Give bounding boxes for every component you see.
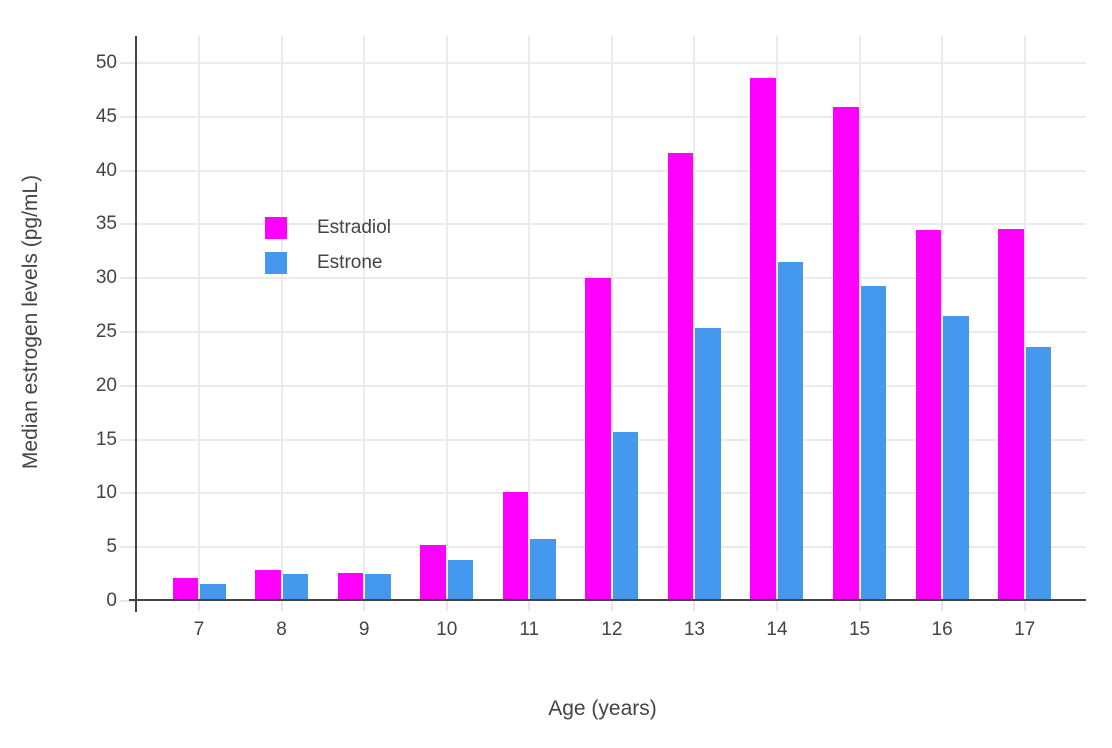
x-gridline: [1023, 36, 1026, 601]
y-tick-label: 20: [95, 374, 117, 396]
y-tick-label: 10: [95, 482, 117, 504]
x-tick: [693, 601, 696, 611]
bar-estradiol-age-16[interactable]: [915, 230, 942, 601]
x-gridline: [858, 36, 861, 601]
bar-estradiol-age-13[interactable]: [667, 153, 694, 601]
legend-label-estradiol: Estradiol: [317, 217, 391, 238]
y-tick-label: 35: [95, 213, 117, 235]
x-axis-line: [129, 599, 1086, 601]
bar-estradiol-age-7[interactable]: [172, 578, 198, 601]
x-tick: [1023, 601, 1026, 611]
x-tick: [198, 601, 200, 611]
x-tick: [941, 601, 944, 611]
x-gridline: [693, 36, 696, 601]
y-axis-title: Median estrogen levels (pg/mL): [19, 174, 42, 470]
bar-estrone-age-8[interactable]: [282, 574, 309, 601]
estrone-swatch: [265, 252, 287, 274]
bar-estrone-age-15[interactable]: [860, 286, 887, 601]
y-tick: [120, 61, 137, 64]
legend-item-estradiol[interactable]: Estradiol: [265, 217, 391, 239]
x-gridline: [363, 36, 366, 601]
x-tick: [528, 601, 531, 611]
x-tick-label: 7: [193, 619, 205, 640]
bar-estradiol-age-14[interactable]: [750, 78, 776, 601]
bar-estrone-age-16[interactable]: [943, 316, 969, 601]
y-tick: [120, 600, 137, 602]
x-tick: [610, 601, 613, 611]
bar-estrone-age-11[interactable]: [530, 539, 556, 601]
y-axis-line: [135, 36, 137, 612]
bar-estrone-age-9[interactable]: [365, 574, 391, 601]
x-tick-label: 14: [766, 619, 788, 640]
x-gridline: [445, 36, 448, 601]
bar-estrone-age-14[interactable]: [777, 262, 804, 601]
y-tick-label: 5: [106, 536, 117, 558]
x-tick-label: 10: [436, 619, 458, 640]
y-tick-label: 45: [95, 105, 117, 127]
y-tick-label: 40: [95, 159, 117, 181]
bar-estrone-age-10[interactable]: [447, 560, 474, 601]
bar-estrone-age-13[interactable]: [695, 328, 721, 601]
bar-estradiol-age-8[interactable]: [255, 570, 281, 601]
x-gridline: [280, 36, 283, 601]
x-tick-label: 16: [931, 619, 953, 640]
y-tick-label: 25: [95, 320, 117, 342]
x-tick-label: 15: [848, 619, 871, 640]
y-tick-label: 15: [95, 428, 117, 450]
x-tick: [858, 601, 861, 611]
x-gridline: [198, 36, 200, 601]
legend-label-estrone: Estrone: [317, 252, 383, 273]
x-tick-label: 8: [276, 619, 287, 640]
bar-estrone-age-7[interactable]: [200, 584, 226, 601]
bar-estradiol-age-9[interactable]: [337, 573, 364, 601]
x-tick: [775, 601, 778, 611]
x-gridline: [610, 36, 613, 601]
y-tick: [120, 438, 137, 441]
legend-item-estrone[interactable]: Estrone: [265, 252, 391, 274]
bar-estrone-age-17[interactable]: [1025, 347, 1052, 601]
x-gridline: [941, 36, 944, 601]
y-tick: [120, 169, 137, 172]
x-gridline: [775, 36, 778, 601]
bar-estradiol-age-11[interactable]: [502, 492, 529, 601]
x-tick-label: 12: [601, 619, 623, 640]
y-tick: [120, 223, 137, 226]
estradiol-swatch: [265, 217, 287, 239]
x-tick-label: 13: [683, 619, 705, 640]
x-axis-title: Age (years): [548, 697, 657, 720]
y-tick-label: 50: [95, 51, 117, 73]
bar-estradiol-age-12[interactable]: [585, 278, 611, 601]
x-tick-label: 17: [1014, 619, 1036, 640]
y-tick-label: 0: [106, 590, 117, 611]
bar-estrone-age-12[interactable]: [612, 432, 639, 601]
y-tick: [120, 330, 137, 333]
x-tick-label: 11: [519, 619, 540, 640]
bar-estradiol-age-10[interactable]: [420, 545, 446, 601]
y-tick: [120, 277, 137, 280]
y-tick: [120, 115, 137, 118]
y-tick: [120, 492, 137, 495]
x-tick: [445, 601, 448, 611]
y-tick: [120, 384, 137, 387]
legend: Estradiol Estrone: [265, 217, 391, 287]
bar-estradiol-age-15[interactable]: [833, 107, 859, 601]
bar-estradiol-age-17[interactable]: [998, 229, 1024, 601]
y-tick: [120, 546, 137, 549]
x-tick: [363, 601, 366, 611]
x-gridline: [528, 36, 531, 601]
x-tick: [280, 601, 283, 611]
plot-area: Estradiol Estrone 0 5 10 15 20 25 30 35 40 45 50 7 8…: [96, 36, 1086, 640]
x-tick-label: 9: [358, 619, 370, 640]
y-tick-label: 30: [95, 267, 117, 289]
